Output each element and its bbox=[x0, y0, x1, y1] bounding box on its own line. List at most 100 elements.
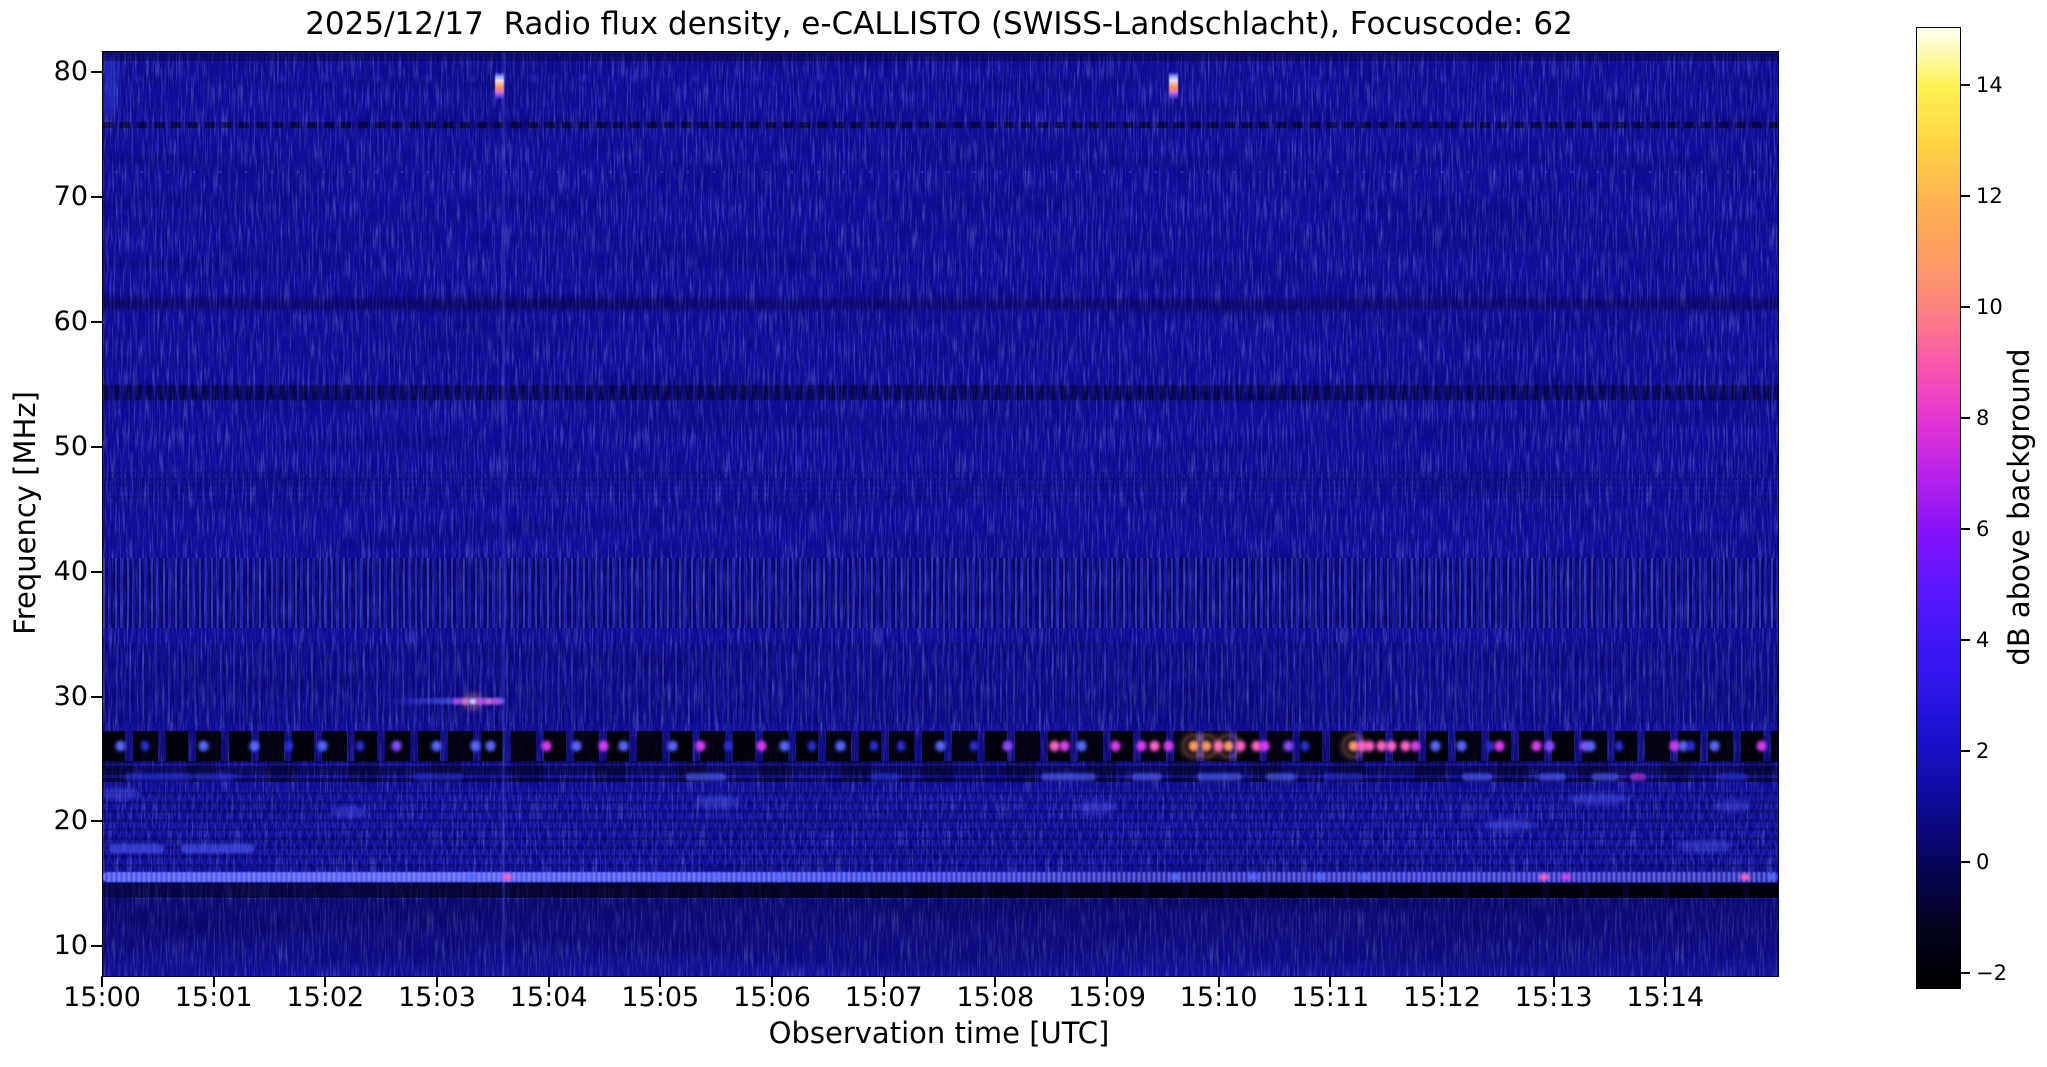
rfi-blob bbox=[1383, 736, 1401, 755]
top-dot bbox=[466, 74, 478, 84]
rfi-dash bbox=[123, 772, 194, 781]
x-axis-tick-label: 15:01 bbox=[174, 982, 253, 1013]
rfi-blob bbox=[1557, 870, 1574, 883]
rfi-blob bbox=[1107, 736, 1125, 755]
rfi-blob bbox=[932, 736, 949, 755]
rfi-blob bbox=[491, 696, 504, 706]
x-axis-tick bbox=[771, 976, 773, 987]
rfi-blob bbox=[775, 736, 793, 755]
x-axis-tick bbox=[659, 976, 662, 987]
rfi-blob bbox=[282, 736, 297, 755]
rfi-dash bbox=[1718, 772, 1749, 781]
rfi-blob bbox=[467, 736, 485, 755]
y-axis-tick-label: 10 bbox=[53, 930, 88, 962]
top-dot bbox=[751, 74, 763, 84]
rfi-blob bbox=[1055, 736, 1073, 755]
colorbar-label: dB above background bbox=[2002, 348, 2036, 666]
rfi-blob bbox=[1159, 736, 1177, 755]
rfi-blob bbox=[664, 736, 681, 755]
transient-burst bbox=[495, 72, 505, 101]
x-axis-tick bbox=[1217, 976, 1220, 987]
rfi-blob bbox=[112, 736, 130, 755]
rfi-blob bbox=[967, 736, 981, 755]
rfi-blob bbox=[388, 736, 406, 755]
noise-wave-layer bbox=[103, 52, 1778, 976]
band-topshade bbox=[103, 52, 1778, 61]
x-axis-tick-label: 15:08 bbox=[956, 982, 1035, 1013]
rfi-blob bbox=[999, 736, 1016, 755]
rfi-blob bbox=[1683, 736, 1698, 755]
x-axis-tick-label: 15:13 bbox=[1514, 982, 1593, 1013]
rfi-blob bbox=[866, 736, 881, 755]
top-dot bbox=[371, 74, 383, 84]
x-axis-tick bbox=[547, 976, 550, 987]
top-dot bbox=[689, 74, 701, 84]
rfi-blob bbox=[805, 736, 820, 755]
band-darkunder bbox=[103, 882, 1778, 898]
rfi-blob bbox=[1705, 736, 1723, 755]
rfi-blob bbox=[463, 870, 480, 883]
rfi-dash bbox=[1132, 772, 1163, 781]
rfi-blob bbox=[831, 736, 849, 755]
x-axis-tick bbox=[436, 976, 438, 987]
y-axis-tick-label: 70 bbox=[53, 181, 88, 213]
rfi-dash bbox=[686, 772, 726, 781]
band-dark76 bbox=[103, 121, 1778, 129]
rfi-blob bbox=[314, 736, 332, 755]
rfi-blob bbox=[474, 696, 487, 706]
rfi-blob bbox=[691, 736, 709, 755]
rfi-blob bbox=[894, 736, 909, 755]
x-axis-label: Observation time [UTC] bbox=[768, 1016, 1110, 1050]
rfi-blob bbox=[537, 736, 555, 755]
y-axis-tick-label: 40 bbox=[53, 555, 88, 587]
rfi-dash bbox=[1322, 772, 1363, 781]
colorbar-tick bbox=[1961, 84, 1970, 87]
rfi-dash bbox=[1041, 772, 1097, 781]
y-axis-tick-label: 20 bbox=[53, 805, 88, 837]
top-dot bbox=[1371, 74, 1382, 84]
x-axis-tick-label: 15:09 bbox=[1068, 982, 1146, 1013]
rfi-blob bbox=[352, 736, 367, 755]
x-axis-tick-label: 15:04 bbox=[509, 982, 588, 1013]
rfi-blob bbox=[1453, 736, 1471, 755]
colorbar-tick-label: 4 bbox=[1976, 628, 1990, 653]
rfi-blob bbox=[1297, 736, 1312, 755]
y-axis-tick bbox=[91, 320, 102, 323]
rfi-blob bbox=[614, 736, 632, 755]
x-axis-tick bbox=[212, 976, 215, 987]
rfi-blob bbox=[1581, 736, 1599, 755]
x-axis-tick bbox=[882, 976, 885, 987]
rfi-blob bbox=[246, 736, 264, 755]
x-axis-tick bbox=[1441, 976, 1443, 987]
x-axis-tick-label: 15:10 bbox=[1179, 982, 1258, 1013]
top-dot bbox=[1438, 74, 1449, 84]
colorbar-tick bbox=[1961, 528, 1970, 531]
rfi-blob bbox=[458, 696, 471, 706]
rfi-blob bbox=[1232, 736, 1250, 755]
x-axis-tick bbox=[994, 976, 997, 987]
top-dot bbox=[1488, 74, 1500, 84]
rfi-blob bbox=[1764, 870, 1778, 883]
colorbar-tick-label: −2 bbox=[1976, 961, 2007, 986]
band-line158 bbox=[103, 871, 1778, 882]
colorbar-tick-label: 8 bbox=[1976, 406, 1990, 431]
rfi-blob bbox=[721, 736, 736, 755]
top-dot bbox=[628, 74, 640, 84]
rfi-blob bbox=[428, 736, 446, 755]
colorbar-tick bbox=[1961, 417, 1970, 420]
ionospheric-wisp bbox=[695, 796, 740, 809]
top-dot bbox=[527, 74, 539, 84]
rfi-blob bbox=[1245, 870, 1262, 883]
ionospheric-wisp bbox=[1715, 800, 1752, 813]
ionospheric-wisp bbox=[1485, 818, 1535, 831]
colorbar-tick bbox=[1961, 972, 1970, 975]
transient-burst bbox=[1168, 72, 1178, 101]
colorbar-tick-label: 6 bbox=[1976, 517, 1990, 542]
x-axis-tick-label: 15:00 bbox=[63, 982, 141, 1013]
rfi-blob bbox=[594, 736, 612, 755]
band-crosshatch bbox=[103, 789, 1778, 868]
ionospheric-wisp bbox=[1076, 801, 1117, 814]
rfi-blob bbox=[709, 870, 726, 883]
colorbar-tick bbox=[1961, 639, 1970, 642]
ionospheric-wisp bbox=[103, 787, 140, 800]
